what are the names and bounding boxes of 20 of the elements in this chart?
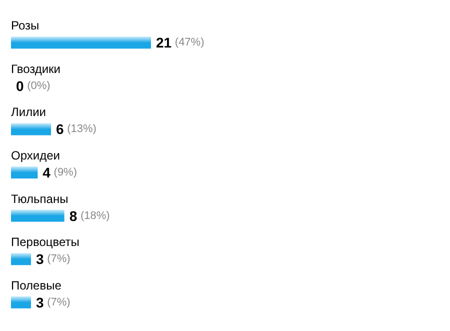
y-tick-label: Лилии <box>11 105 46 120</box>
data-label: 4 (9%) <box>42 164 78 180</box>
bar <box>11 210 64 222</box>
bar <box>11 253 31 266</box>
data-label: 21 (47%) <box>156 34 204 51</box>
y-tick-label: Орхидеи <box>11 148 60 162</box>
data-label: 6 (13%) <box>56 121 96 138</box>
y-tick-label: Гвоздики <box>11 62 60 76</box>
bar <box>11 296 31 308</box>
bar <box>11 36 151 49</box>
y-tick-label: Розы <box>11 18 40 33</box>
data-label: 8 (18%) <box>69 208 110 224</box>
y-tick-label: Полевые <box>11 278 62 292</box>
y-tick-label: Первоцветы <box>11 235 80 250</box>
bar <box>11 166 38 178</box>
bar <box>11 123 51 136</box>
y-tick-label: Тюльпаны <box>11 192 68 206</box>
data-label: 3 (7%) <box>36 251 70 268</box>
data-label: 3 (7%) <box>36 294 70 310</box>
data-label: 0 (0%) <box>16 78 50 94</box>
